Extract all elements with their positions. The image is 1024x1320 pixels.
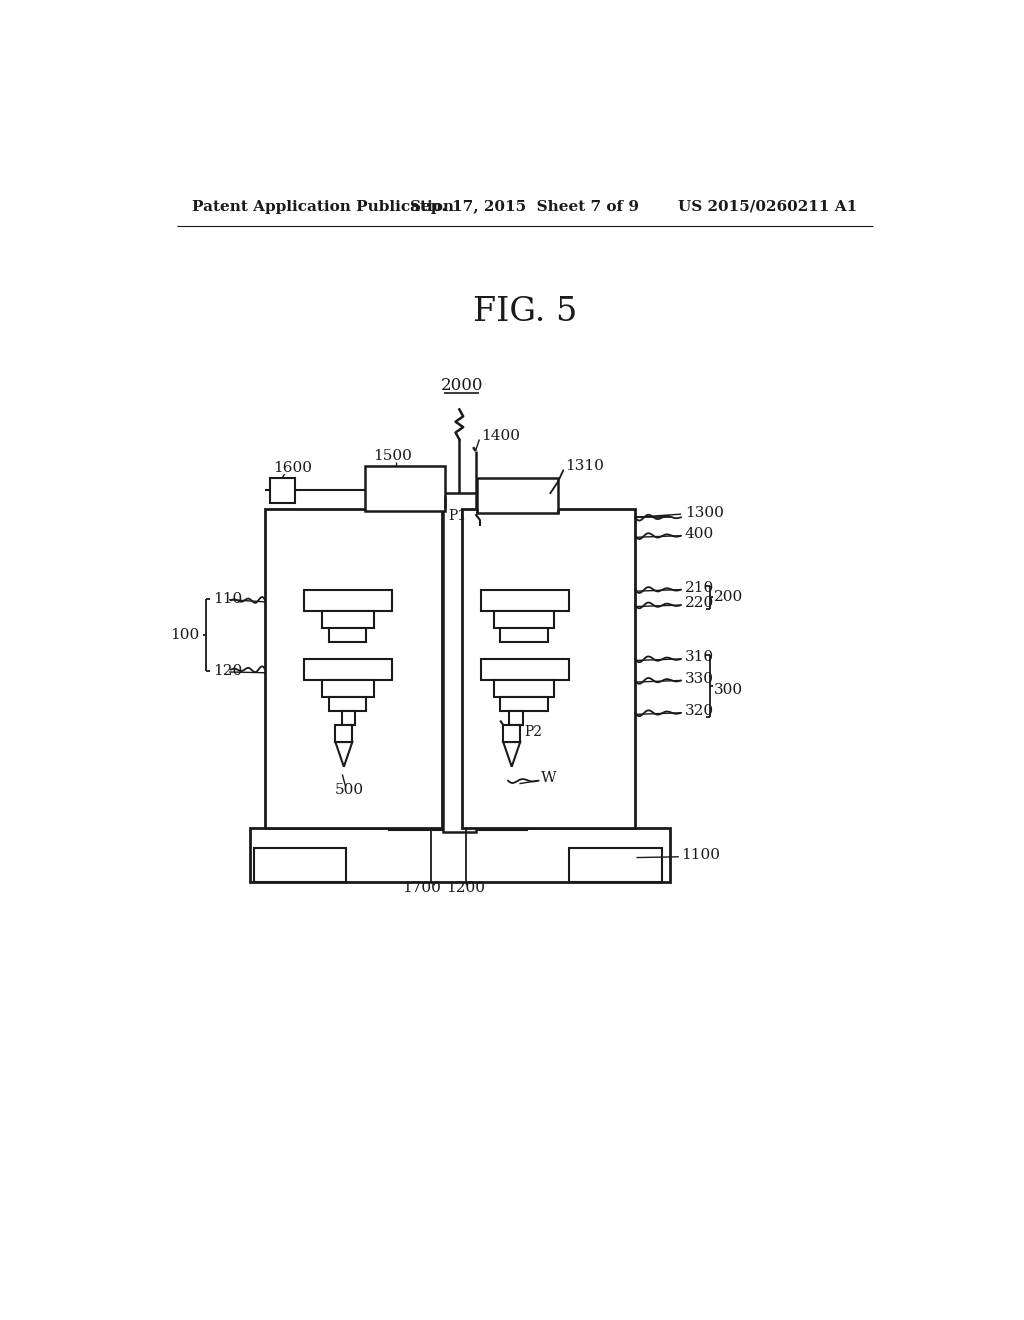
Bar — [304, 590, 392, 611]
Text: 1300: 1300 — [685, 506, 724, 520]
Text: 200: 200 — [714, 590, 743, 603]
Bar — [322, 611, 374, 628]
Text: 1400: 1400 — [481, 429, 520, 442]
Bar — [304, 659, 392, 681]
Bar — [336, 725, 352, 742]
Bar — [408, 780, 508, 807]
Text: 2000: 2000 — [440, 378, 483, 395]
Text: Patent Application Publication: Patent Application Publication — [193, 199, 455, 214]
Bar — [265, 508, 442, 829]
Text: 110: 110 — [213, 591, 243, 606]
Text: 330: 330 — [685, 672, 714, 686]
Text: 1200: 1200 — [446, 882, 485, 895]
Bar — [462, 508, 635, 829]
Bar — [500, 628, 548, 642]
Bar — [443, 494, 475, 832]
Bar — [503, 725, 520, 742]
Text: W: W — [541, 771, 557, 785]
Bar — [250, 829, 670, 882]
Text: 220: 220 — [685, 597, 714, 610]
Polygon shape — [503, 742, 520, 767]
Bar — [254, 847, 346, 882]
Text: Sep. 17, 2015  Sheet 7 of 9: Sep. 17, 2015 Sheet 7 of 9 — [411, 199, 639, 214]
Text: US 2015/0260211 A1: US 2015/0260211 A1 — [678, 199, 857, 214]
Text: 320: 320 — [685, 705, 714, 718]
Text: 500: 500 — [335, 783, 364, 797]
Text: 1100: 1100 — [681, 849, 720, 862]
Text: 210: 210 — [685, 581, 714, 595]
Text: 300: 300 — [714, 682, 743, 697]
Bar — [322, 681, 374, 697]
Text: 310: 310 — [685, 651, 714, 664]
Bar — [481, 590, 569, 611]
Bar — [494, 681, 554, 697]
Bar — [477, 478, 558, 512]
Text: 100: 100 — [171, 628, 200, 642]
Bar — [388, 805, 527, 830]
Bar — [416, 775, 500, 784]
Bar — [481, 659, 569, 681]
Bar — [366, 466, 444, 511]
Text: FIG. 5: FIG. 5 — [473, 297, 577, 329]
Text: 400: 400 — [685, 527, 714, 541]
Text: 1600: 1600 — [273, 461, 312, 475]
Text: 1310: 1310 — [565, 459, 604, 474]
Bar — [330, 697, 367, 711]
Text: P1: P1 — [449, 510, 467, 524]
Bar — [569, 847, 662, 882]
Text: P2: P2 — [524, 725, 542, 739]
Text: 120: 120 — [213, 664, 243, 678]
Bar — [330, 628, 367, 642]
Bar — [494, 611, 554, 628]
Bar — [270, 478, 295, 503]
Bar — [509, 711, 523, 725]
Text: 1500: 1500 — [373, 449, 412, 463]
Text: 1700: 1700 — [402, 882, 441, 895]
Bar — [500, 697, 548, 711]
Bar — [342, 711, 355, 725]
Polygon shape — [336, 742, 352, 767]
